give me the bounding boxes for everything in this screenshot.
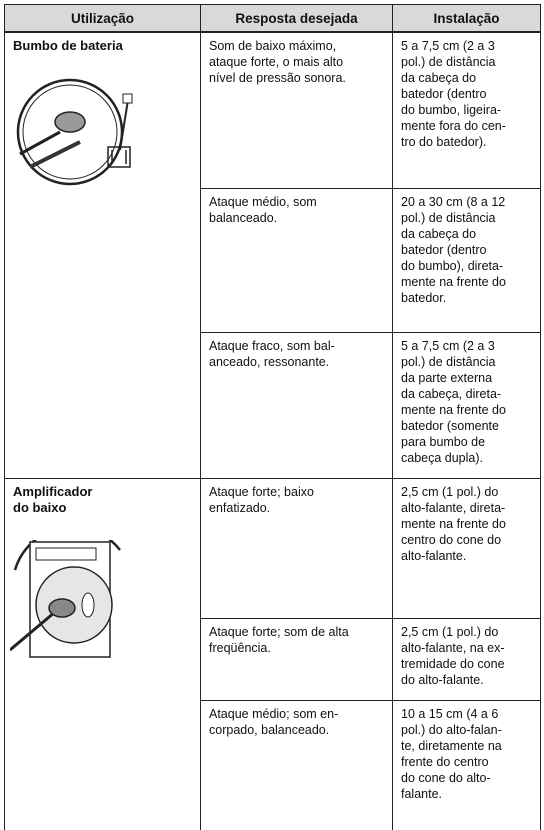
text-line: nível de pressão sonora. <box>209 71 346 85</box>
installation-cell: 5 a 7,5 cm (2 a 3 pol.) de distância da pa… <box>392 332 541 478</box>
text-line: alto-falante, direta- <box>401 501 506 515</box>
text-line: alto-falante. <box>401 549 467 563</box>
response-cell: Ataque médio; som en-corpado, balanceado… <box>200 700 392 830</box>
text-line: corpado, balanceado. <box>209 723 330 737</box>
text-line: 2,5 cm (1 pol.) do <box>401 625 499 639</box>
text-line: mente fora do cen- <box>401 119 506 133</box>
installation-cell: 2,5 cm (1 pol.) do alto-falante, na ex-tr… <box>392 618 541 700</box>
installation-cell: 10 a 15 cm (4 a 6 pol.) do alto-falan-te,… <box>392 700 541 830</box>
text-line: para bumbo de <box>401 435 486 449</box>
text-line: balanceado. <box>209 211 278 225</box>
text-line: batedor (dentro <box>401 87 487 101</box>
text-line: cabeça dupla). <box>401 451 484 465</box>
text-line: Ataque médio, som <box>209 195 317 209</box>
header-cell: Utilização <box>4 4 200 32</box>
text-line: 5 a 7,5 cm (2 a 3 <box>401 339 495 353</box>
response-cell: Ataque forte; baixo enfatizado. <box>200 478 392 618</box>
text-line: tremidade do cone <box>401 657 505 671</box>
text-line: Ataque médio; som en- <box>209 707 339 721</box>
response-cell: Ataque forte; som de alta freqüência. <box>200 618 392 700</box>
installation-cell: 20 a 30 cm (8 a 12 pol.) de distância da c… <box>392 188 541 332</box>
text-line: do bumbo, ligeira- <box>401 103 502 117</box>
header-cell: Instalação <box>392 4 541 32</box>
text-line: 20 a 30 cm (8 a 12 <box>401 195 506 209</box>
text-line: Ataque fraco, som bal- <box>209 339 335 353</box>
text-line: Bumbo de bateria <box>13 38 123 53</box>
text-line: do alto-falante. <box>401 673 484 687</box>
text-line: da cabeça, direta- <box>401 387 502 401</box>
text-line: da cabeça do <box>401 71 477 85</box>
text-line: pol.) de distância <box>401 55 496 69</box>
text-line: da cabeça do <box>401 227 477 241</box>
installation-cell: 2,5 cm (1 pol.) do alto-falante, direta-m… <box>392 478 541 618</box>
text-line: pol.) do alto-falan- <box>401 723 502 737</box>
text-line: Ataque forte; som de alta <box>209 625 349 639</box>
text-line: tro do batedor). <box>401 135 487 149</box>
response-cell: Som de baixo máximo, ataque forte, o mais… <box>200 32 392 188</box>
text-line: centro do cone do <box>401 533 502 547</box>
text-line: batedor. <box>401 291 447 305</box>
text-line: anceado, ressonante. <box>209 355 330 369</box>
text-line: Ataque forte; baixo <box>209 485 314 499</box>
text-line: mente na frente do <box>401 517 506 531</box>
text-line: batedor (dentro <box>401 243 487 257</box>
text-line: do bumbo), direta- <box>401 259 504 273</box>
text-line: batedor (somente <box>401 419 499 433</box>
text-line: falante. <box>401 787 443 801</box>
text-line: 10 a 15 cm (4 a 6 <box>401 707 499 721</box>
usage-cell: Amplificador do baixo <box>4 478 200 830</box>
text-line: te, diretamente na <box>401 739 502 753</box>
text-line: 2,5 cm (1 pol.) do <box>401 485 499 499</box>
header-cell: Resposta desejada <box>200 4 392 32</box>
text-line: frente do centro <box>401 755 489 769</box>
text-line: ataque forte, o mais alto <box>209 55 344 69</box>
text-line: do baixo <box>13 500 67 515</box>
text-line: mente na frente do <box>401 403 506 417</box>
text-line: 5 a 7,5 cm (2 a 3 <box>401 39 495 53</box>
text-line: Amplificador <box>13 484 93 499</box>
installation-cell: 5 a 7,5 cm (2 a 3 pol.) de distância da ca… <box>392 32 541 188</box>
text-line: mente na frente do <box>401 275 506 289</box>
amp-illustration <box>10 540 121 658</box>
text-line: da parte externa <box>401 371 493 385</box>
text-line: pol.) de distância <box>401 355 496 369</box>
text-line: pol.) de distância <box>401 211 496 225</box>
drum-illustration <box>16 78 133 186</box>
response-cell: Ataque médio, som balanceado. <box>200 188 392 332</box>
usage-cell: Bumbo de bateria <box>4 32 200 478</box>
text-line: Som de baixo máximo, <box>209 39 337 53</box>
text-line: alto-falante, na ex- <box>401 641 505 655</box>
response-cell: Ataque fraco, som bal-anceado, ressonant… <box>200 332 392 478</box>
text-line: enfatizado. <box>209 501 271 515</box>
text-line: freqüência. <box>209 641 271 655</box>
text-line: do cone do alto- <box>401 771 491 785</box>
